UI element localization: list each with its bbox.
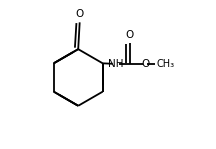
Text: O: O [125,30,134,40]
Text: CH₃: CH₃ [156,59,175,69]
Text: NH: NH [108,59,123,69]
Text: O: O [76,9,84,19]
Text: O: O [141,59,149,69]
